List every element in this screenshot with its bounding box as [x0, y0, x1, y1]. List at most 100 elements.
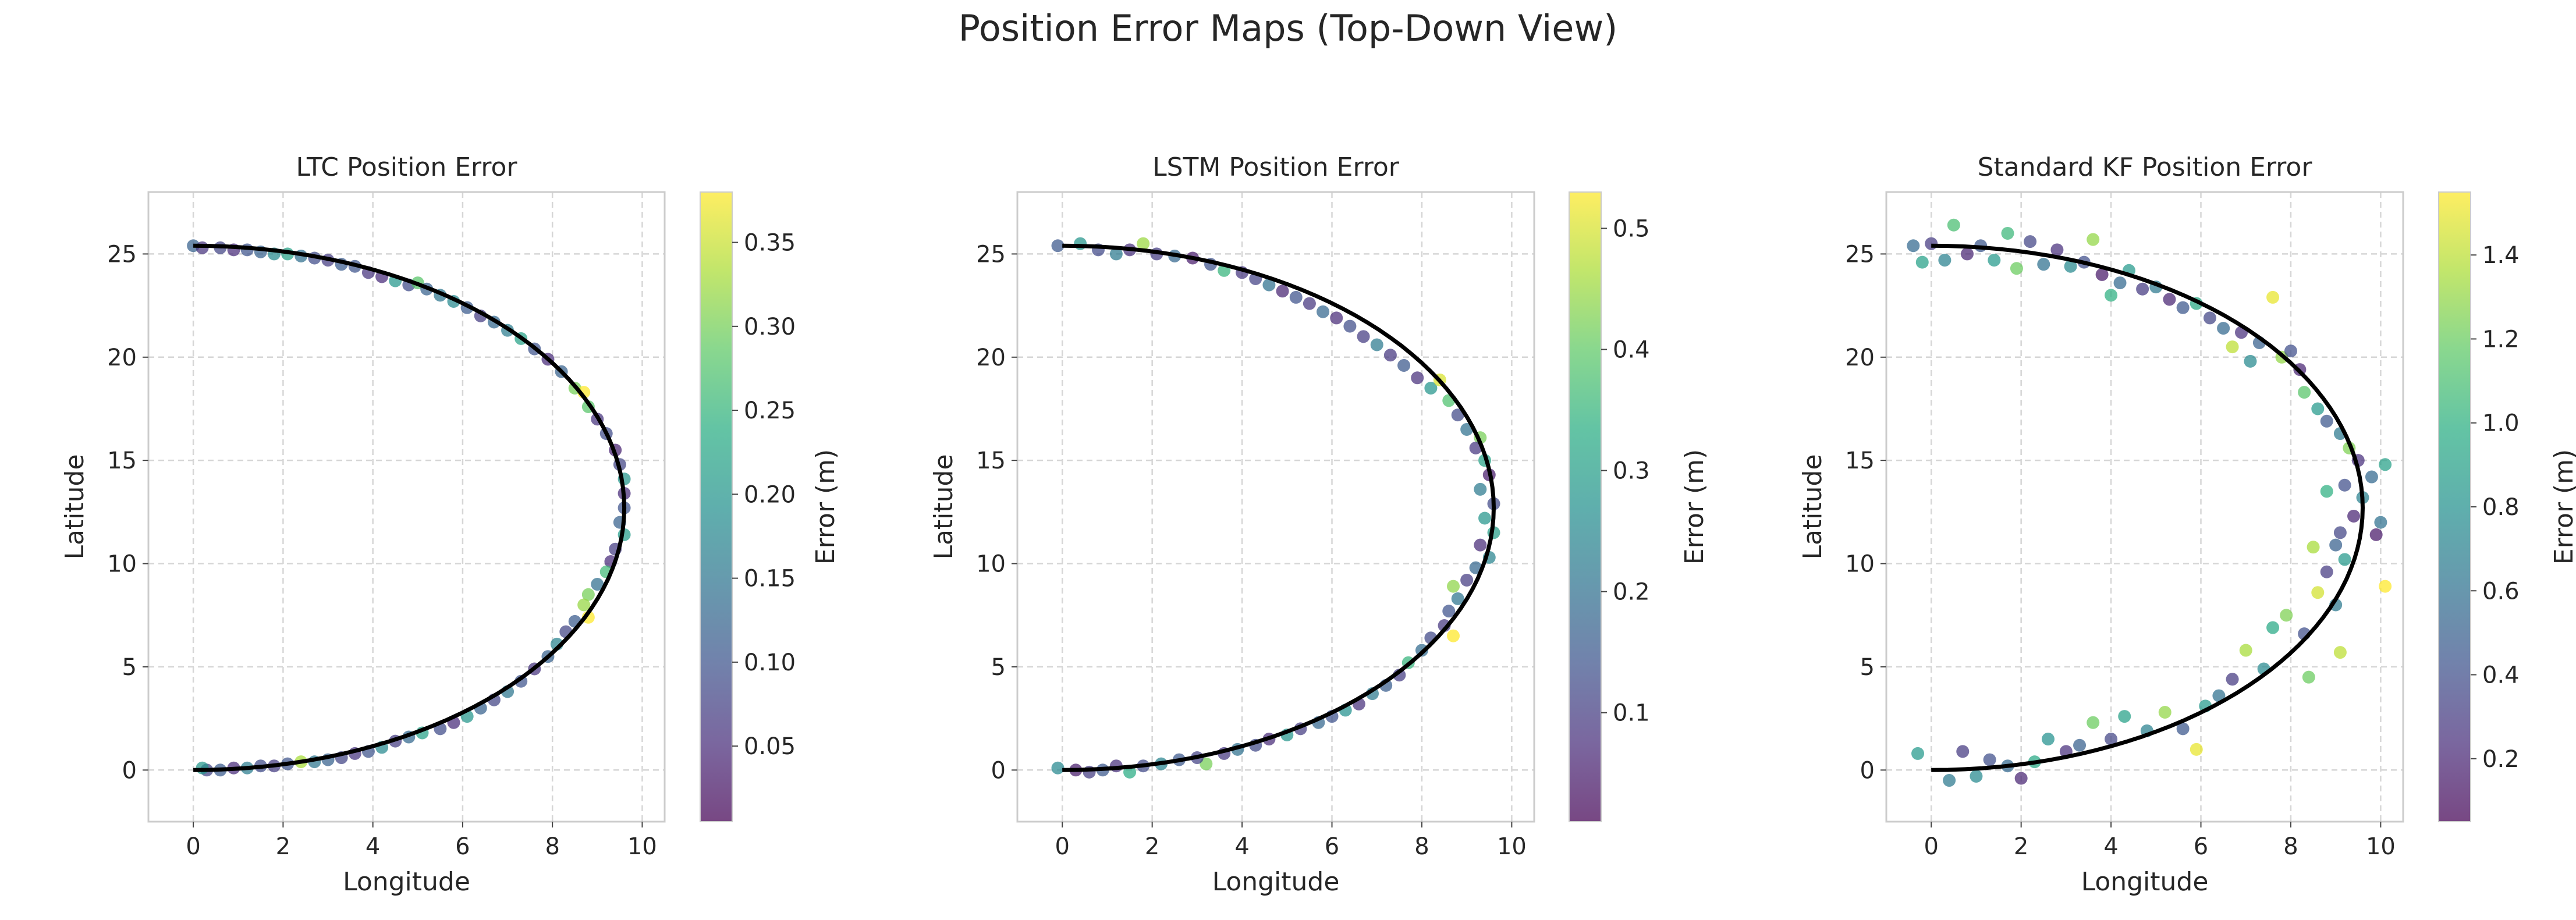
scatter-point: [1357, 330, 1370, 343]
scatter-point: [1343, 319, 1357, 333]
x-tick-label: 6: [455, 833, 470, 860]
scatter-point: [2163, 293, 2176, 306]
y-tick-label: 0: [991, 757, 1006, 784]
colorbar-tick-label: 0.5: [1613, 215, 1650, 242]
figure-title: Position Error Maps (Top-Down View): [959, 7, 1618, 49]
trajectory-line: [193, 243, 627, 772]
y-tick-label: 10: [107, 551, 137, 578]
scatter-point: [591, 578, 604, 591]
scatter-point: [2087, 233, 2100, 246]
colorbar-tick-label: 0.6: [2482, 578, 2520, 605]
scatter-point: [1303, 297, 1316, 310]
trajectory-line: [1931, 243, 2365, 772]
colorbar-tick-label: 1.4: [2482, 242, 2520, 269]
scatter-point: [2073, 738, 2087, 752]
subplot-title: LTC Position Error: [296, 152, 517, 182]
scatter-point: [2320, 414, 2333, 428]
scatter-point: [2024, 235, 2037, 248]
colorbar-tick-label: 0.35: [744, 230, 796, 257]
subplot-title: Standard KF Position Error: [1978, 152, 2313, 182]
scatter-point: [1947, 218, 1960, 232]
scatter-point: [1451, 592, 1464, 605]
subplot-3: 0 2 4 6 8 10 0 5 10 15 20 25 Standard KF Position Er…: [1798, 152, 2576, 897]
scatter-point: [1137, 237, 1150, 250]
subplot-title: LSTM Position Error: [1152, 152, 1400, 182]
scatter-point: [1451, 409, 1464, 422]
colorbar-tick-label: 0.25: [744, 397, 796, 424]
scatter-point: [2041, 733, 2055, 746]
scatter-point: [2064, 260, 2077, 273]
scatter-point: [1424, 382, 1438, 395]
trajectory-line: [1062, 243, 1496, 772]
y-tick-label: 25: [107, 241, 137, 268]
scatter-point: [1317, 305, 1330, 318]
colorbar: [2438, 191, 2471, 822]
scatter-point: [2369, 528, 2383, 541]
scatter-point: [1988, 254, 2001, 267]
scatter-point: [2320, 485, 2333, 498]
y-axis-label: Latitude: [60, 454, 90, 559]
scatter-point: [2320, 565, 2333, 578]
y-tick-label: 0: [1860, 757, 1875, 784]
scatter-point: [2284, 344, 2297, 358]
scatter-point: [1442, 605, 1456, 618]
scatter-point: [2136, 282, 2149, 296]
scatter-point: [2239, 644, 2252, 657]
scatter-point: [2113, 276, 2127, 290]
scatter-point: [2374, 516, 2387, 529]
colorbar-tick-label: 0.1: [1613, 700, 1650, 727]
scatter-point: [2338, 553, 2351, 566]
scatter-point: [2118, 710, 2131, 723]
x-tick-label: 4: [2103, 833, 2118, 860]
y-axis-label: Latitude: [929, 454, 959, 559]
scatter-point: [1447, 629, 1460, 642]
y-tick-label: 15: [1845, 447, 1875, 474]
y-tick-label: 5: [122, 654, 137, 681]
scatter-point: [2105, 733, 2118, 746]
x-axis-label: Longitude: [1212, 867, 1340, 897]
x-tick-label: 10: [1497, 833, 1527, 860]
scatter-point: [581, 588, 595, 601]
colorbar-tick-label: 0.4: [1613, 337, 1650, 364]
scatter-point: [1474, 538, 1487, 552]
scatter-point: [1938, 254, 1951, 267]
y-tick-label: 10: [1845, 551, 1875, 578]
scatter-point: [2379, 580, 2392, 593]
colorbar-tick-label: 0.3: [1613, 458, 1650, 485]
scatter-point: [577, 598, 591, 612]
colorbar-tick-label: 0.10: [744, 649, 796, 676]
colorbar: [700, 191, 733, 822]
scatter-point: [2050, 243, 2064, 257]
scatter-point: [2298, 386, 2311, 399]
axes-frame: [147, 191, 666, 823]
scatter-point: [2014, 772, 2028, 785]
scatter-point: [1051, 239, 1065, 253]
scatter-point: [2203, 311, 2216, 325]
x-tick-label: 2: [2014, 833, 2028, 860]
scatter-point: [1109, 247, 1123, 261]
colorbar-tick-label: 1.0: [2482, 410, 2520, 437]
scatter-point: [1447, 580, 1460, 593]
axes-frame: [1016, 191, 1535, 823]
y-axis-label: Latitude: [1798, 454, 1828, 559]
scatter-point: [2311, 586, 2325, 599]
x-tick-label: 0: [1924, 833, 1938, 860]
colorbar-tick-label: 0.8: [2482, 494, 2520, 521]
scatter-point: [1460, 573, 1474, 587]
y-tick-label: 25: [1845, 241, 1875, 268]
scatter-point: [2365, 470, 2378, 484]
scatter-point: [2266, 621, 2280, 634]
scatter-point: [1383, 349, 1397, 362]
scatter-point: [2226, 673, 2239, 686]
scatter-point: [2329, 538, 2343, 552]
x-tick-label: 4: [1234, 833, 1249, 860]
scatter-point: [1478, 511, 1492, 525]
y-tick-label: 20: [1845, 344, 1875, 371]
colorbar-label: Error (m): [1680, 449, 1709, 564]
x-tick-label: 8: [1414, 833, 1429, 860]
scatter-point: [2244, 354, 2257, 368]
scatter-point: [2347, 509, 2361, 523]
scatter-point: [2176, 301, 2190, 314]
x-axis-label: Longitude: [2081, 867, 2209, 897]
